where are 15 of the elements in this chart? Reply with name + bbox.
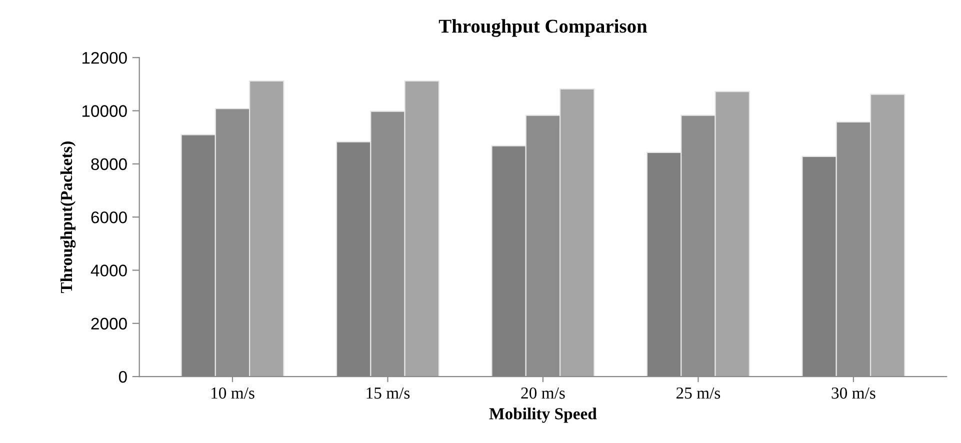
y-tick-label: 10000 (82, 105, 127, 117)
chart-title: Throughput Comparison (438, 19, 648, 37)
x-tick-label: 20 m/s (521, 387, 565, 399)
y-tick-label: 8000 (91, 158, 127, 170)
x-tick-label: 10 m/s (211, 387, 254, 399)
x-tick-label: 25 m/s (676, 387, 720, 399)
x-tick-label: 15 m/s (366, 388, 410, 399)
y-axis-title: Throughput(Packets) (60, 142, 76, 294)
x-axis-title: Mobility Speed (489, 408, 597, 423)
x-tick-label: 30 m/s (832, 387, 876, 399)
y-tick-label: 0 (118, 370, 127, 383)
y-tick-label: 6000 (91, 211, 127, 224)
y-tick-label: 12000 (82, 52, 127, 64)
y-tick-label: 2000 (91, 318, 127, 330)
y-tick-label: 4000 (90, 264, 127, 276)
